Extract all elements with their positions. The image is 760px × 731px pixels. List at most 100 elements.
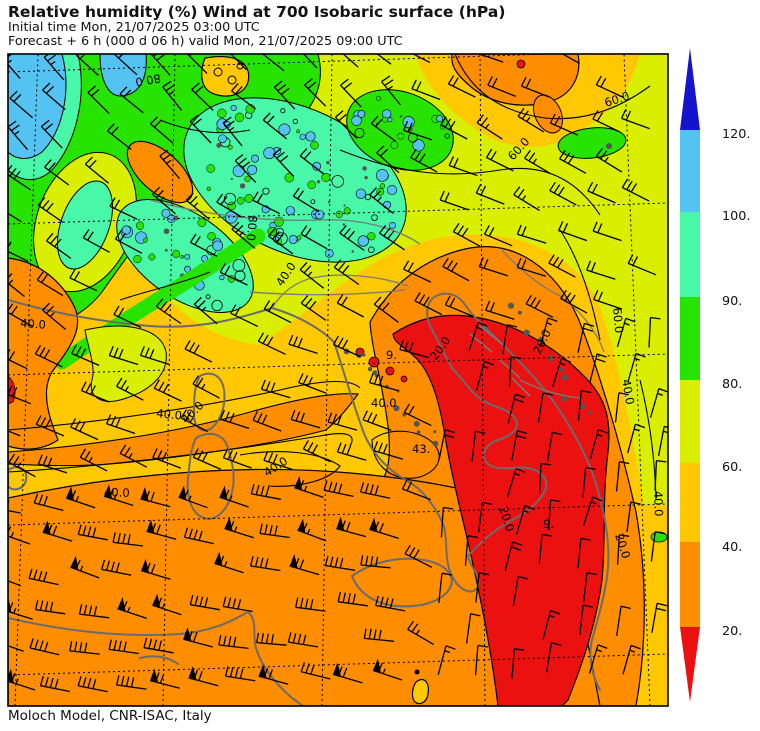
region-green-strip	[54, 228, 266, 370]
wind-barb	[440, 116, 468, 140]
wind-barb	[257, 332, 286, 355]
wind-barb	[87, 85, 110, 115]
wind-barb	[263, 450, 293, 471]
wind-barb	[184, 340, 213, 363]
border-balkan-2	[519, 379, 581, 399]
wind-barb	[192, 448, 222, 470]
wind-barb	[222, 596, 253, 613]
wind-barb	[465, 613, 481, 644]
speckle-skyblue	[412, 139, 425, 152]
speckle-green	[197, 218, 207, 228]
wind-barb	[230, 54, 247, 71]
contour-alps	[159, 119, 251, 134]
wind-barb	[288, 334, 318, 355]
wind-barb	[582, 571, 597, 603]
wind-barb	[538, 533, 553, 565]
wind-barb	[337, 591, 368, 607]
wind-barb	[300, 295, 327, 321]
wind-barb	[616, 317, 636, 348]
wind-barb	[8, 383, 32, 405]
wind-barb	[300, 662, 331, 680]
wind-barbs	[8, 54, 668, 693]
wind-barb	[376, 54, 392, 65]
contour-60-east	[559, 229, 601, 341]
wind-barb	[324, 555, 356, 571]
speckle-terrain	[239, 183, 246, 189]
speckle-skyblue	[278, 123, 291, 136]
speckle-contour-ring	[280, 108, 286, 114]
wind-barb	[649, 387, 668, 418]
wind-barb	[334, 110, 358, 139]
wind-barb	[579, 604, 594, 635]
contour-label: 40.0	[156, 406, 183, 423]
wind-barb	[370, 115, 397, 142]
wind-barb	[219, 263, 248, 286]
wind-barb	[513, 186, 540, 211]
wind-barb	[183, 527, 214, 545]
wind-barb	[368, 372, 399, 392]
wind-barb	[189, 114, 212, 144]
wind-barb	[627, 423, 646, 454]
speckle-skyblue	[219, 274, 225, 281]
speckle-skyblue	[299, 133, 306, 140]
speckle-skyblue	[314, 209, 325, 220]
colorbar-tick-label: 40.	[722, 540, 742, 555]
wind-barb	[506, 467, 526, 498]
wind-barb	[299, 148, 325, 175]
wind-barb	[143, 637, 174, 654]
wind-barb	[8, 120, 29, 151]
speckle-green	[321, 172, 331, 182]
wind-barb	[627, 352, 646, 383]
wind-barb	[178, 489, 208, 509]
malta-dot	[414, 669, 420, 675]
wind-barb	[108, 346, 139, 366]
speckle-skyblue	[355, 188, 367, 199]
wind-barb	[153, 379, 182, 402]
speckle-terrain	[230, 177, 234, 181]
wind-barb	[8, 453, 36, 478]
wind-barb	[119, 444, 148, 468]
speckle-skyblue	[288, 235, 298, 244]
wind-barb	[339, 225, 365, 251]
wind-barb	[8, 54, 21, 80]
colorbar-segment	[680, 130, 700, 212]
speckle-contour-ring	[368, 246, 375, 254]
wind-barb	[66, 490, 96, 509]
wind-barb	[336, 442, 367, 461]
wind-barb	[589, 353, 607, 384]
wind-barb	[183, 630, 213, 648]
wind-barb	[539, 317, 558, 348]
wind-barb	[592, 109, 621, 133]
speckle-skyblue	[305, 131, 316, 142]
wind-barb	[549, 181, 577, 206]
wind-barb	[36, 271, 64, 297]
coastline-sardinia	[186, 432, 235, 520]
wind-barb	[452, 223, 481, 247]
wind-barb	[403, 260, 432, 283]
wind-barb	[487, 76, 516, 98]
speckle-skyblue	[121, 225, 131, 235]
speckle-terrain	[326, 160, 330, 165]
wind-barb	[524, 149, 551, 175]
wind-barb	[399, 339, 429, 359]
wind-barb	[189, 594, 220, 611]
speckle-green	[133, 254, 142, 264]
wind-barb	[614, 392, 629, 423]
wind-barb	[82, 229, 110, 253]
wind-barb	[560, 289, 588, 314]
terrain-dot	[548, 355, 555, 362]
wind-barb	[381, 75, 402, 106]
contour-label: 40.0	[20, 316, 47, 332]
wind-barb	[234, 153, 257, 183]
wind-barb	[437, 645, 456, 675]
speckle-skyblue	[388, 221, 396, 229]
wind-barb	[616, 534, 630, 565]
speckle-terrain	[173, 215, 179, 221]
wind-barb	[79, 448, 108, 472]
speckle-green	[244, 193, 254, 203]
speckle-contour-ring	[275, 227, 284, 236]
wind-barb	[78, 604, 110, 619]
terrain-dot	[561, 396, 567, 402]
wind-barb	[71, 344, 100, 366]
speckle-contour-ring	[292, 118, 298, 125]
